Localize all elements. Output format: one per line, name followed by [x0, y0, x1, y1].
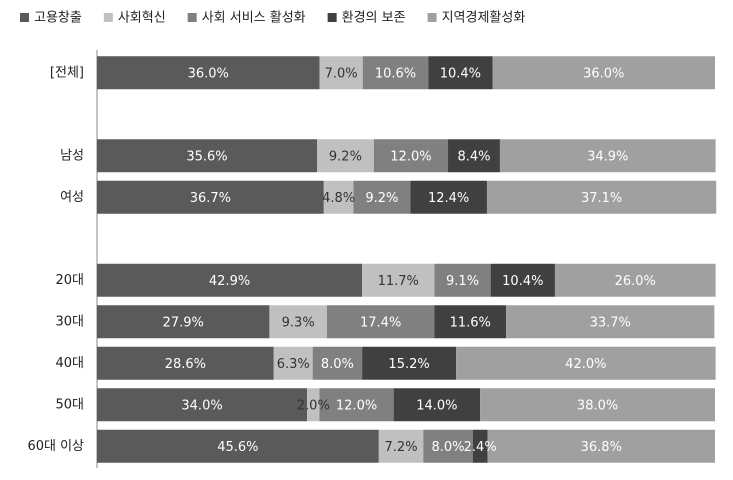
data-label: 9.2% [329, 149, 362, 164]
bar-segment [373, 139, 449, 173]
data-label: 7.0% [325, 66, 358, 81]
y-tick-label: 여성 [60, 190, 84, 205]
data-label: 11.7% [378, 274, 419, 289]
legend-label: 고용창출 [34, 11, 82, 26]
bar-segment [353, 180, 411, 214]
bar-segment [362, 346, 457, 380]
data-label: 9.2% [365, 191, 398, 206]
bar-segment [97, 388, 308, 422]
bar-segment [486, 180, 717, 214]
bar-segment [97, 346, 274, 380]
data-label: 35.6% [186, 149, 227, 164]
bar-segment [480, 388, 715, 422]
bar-segment [423, 429, 473, 463]
data-label: 4.8% [322, 191, 355, 206]
data-label: 28.6% [165, 357, 206, 372]
bar-segment [506, 305, 715, 339]
bar-segment [378, 429, 424, 463]
bar-segment [393, 388, 481, 422]
data-label: 12.0% [390, 149, 431, 164]
data-label: 12.4% [428, 191, 469, 206]
bar-segment [434, 263, 491, 297]
data-label: 26.0% [615, 274, 656, 289]
legend-label: 사회 서비스 활성화 [202, 11, 306, 26]
data-label: 45.6% [217, 440, 258, 455]
legend-label: 지역경제활성화 [442, 11, 526, 26]
y-tick-label: 50대 [55, 397, 84, 412]
data-label: 17.4% [360, 315, 401, 330]
data-label: 7.2% [385, 440, 418, 455]
bar-segment [472, 429, 488, 463]
data-label: 10.4% [440, 66, 481, 81]
y-tick-label: [전체] [50, 65, 84, 80]
data-label: 8.0% [321, 357, 354, 372]
y-tick-label: 남성 [60, 148, 84, 163]
data-label: 8.0% [432, 440, 465, 455]
data-label: 2.0% [297, 398, 330, 413]
bar-segment [323, 180, 354, 214]
y-tick-label: 20대 [55, 273, 84, 288]
bar-segment [490, 263, 555, 297]
bar-segment [410, 180, 487, 214]
y-tick-label: 40대 [55, 356, 84, 371]
data-label: 2.4% [464, 440, 497, 455]
bar-segment [448, 139, 500, 173]
bar-segment [312, 346, 363, 380]
y-tick-label: 30대 [55, 314, 84, 329]
bar-segment [307, 388, 320, 422]
data-label: 27.9% [163, 315, 204, 330]
bar-segment [97, 263, 363, 297]
bar-segment [319, 388, 394, 422]
bar-segment [434, 305, 507, 339]
legend-swatch [20, 13, 29, 22]
bar-segment [487, 429, 715, 463]
data-label: 36.0% [583, 66, 624, 81]
data-label: 42.0% [565, 357, 606, 372]
data-label: 36.7% [190, 191, 231, 206]
bar-segment [362, 263, 435, 297]
legend-swatch [103, 13, 113, 22]
data-label: 10.4% [502, 274, 543, 289]
bar-segment [97, 429, 379, 463]
legend-label: 사회혁신 [118, 11, 166, 26]
data-label: 36.0% [188, 66, 229, 81]
data-label: 38.0% [577, 398, 618, 413]
bar-segment [269, 305, 327, 339]
data-label: 8.4% [457, 149, 490, 164]
data-label: 34.9% [587, 149, 628, 164]
data-label: 33.7% [590, 315, 631, 330]
data-label: 9.3% [282, 315, 315, 330]
data-label: 12.0% [336, 398, 377, 413]
bar-segment [492, 56, 715, 90]
data-label: 11.6% [450, 315, 491, 330]
bar-segment [362, 56, 429, 90]
bar-segment [97, 139, 318, 173]
bar-segment [428, 56, 493, 90]
legend-label: 환경의 보존 [342, 11, 406, 26]
bar-segment [456, 346, 716, 380]
bar-segment [326, 305, 435, 339]
bar-segment [97, 56, 320, 90]
y-tick-label: 60대 이상 [27, 439, 84, 454]
legend-swatch [427, 13, 437, 22]
data-label: 42.9% [209, 274, 250, 289]
bar-segment [554, 263, 716, 297]
data-label: 6.3% [277, 357, 310, 372]
bar-segment [319, 56, 363, 90]
bar-segment [97, 305, 270, 339]
data-label: 15.2% [388, 357, 429, 372]
data-label: 36.8% [581, 440, 622, 455]
bar-segment [499, 139, 716, 173]
bar-segment [97, 180, 324, 214]
legend-swatch [187, 13, 197, 22]
data-label: 37.1% [581, 191, 622, 206]
data-label: 10.6% [375, 66, 416, 81]
data-label: 9.1% [446, 274, 479, 289]
data-label: 14.0% [416, 398, 457, 413]
bar-segment [317, 139, 374, 173]
legend-swatch [327, 13, 337, 22]
data-label: 34.0% [181, 398, 222, 413]
bar-segment [273, 346, 313, 380]
